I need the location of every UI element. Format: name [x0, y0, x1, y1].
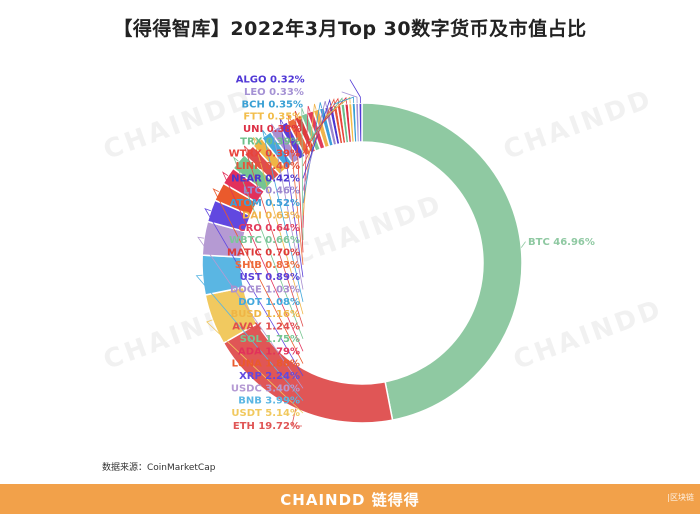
label-avax: AVAX 1.24%: [232, 322, 300, 333]
label-leo: LEO 0.33%: [244, 87, 304, 98]
label-trx: TRX 0.39%: [240, 136, 300, 147]
label-bnb: BNB 3.99%: [238, 396, 300, 407]
label-dot: DOT 1.08%: [238, 297, 300, 308]
label-busd: BUSD 1.16%: [231, 309, 300, 320]
slice-algo: [358, 102, 363, 143]
leader-line-matic: [294, 110, 304, 253]
label-ust: UST 0.89%: [240, 272, 300, 283]
label-luna: LUNA 1.88%: [232, 359, 300, 370]
leader-line-wbtc: [301, 108, 305, 241]
label-wbtc: WBTC 0.66%: [229, 235, 300, 246]
leader-line-bnb: [195, 274, 304, 401]
footer-brand: CHAINDD 链得得: [280, 490, 420, 509]
leader-line-dot: [262, 129, 304, 302]
data-source: 数据来源：CoinMarketCap: [102, 463, 216, 473]
leader-line-xrp: [204, 208, 304, 377]
label-usdc: USDC 3.40%: [231, 383, 300, 394]
label-xrp: XRP 2.24%: [239, 371, 300, 382]
leader-line-eth: [291, 408, 302, 427]
leader-line-shib: [287, 114, 304, 265]
leader-line-ada: [222, 171, 304, 352]
label-doge: DOGE 1.03%: [230, 285, 300, 296]
label-wtrx: WTRX 0.39%: [229, 149, 300, 160]
leader-line-ftt: [325, 96, 351, 117]
leader-line-dai: [302, 103, 317, 216]
label-sol: SOL 1.75%: [240, 334, 300, 345]
label-ltc: LTC 0.46%: [243, 186, 300, 197]
label-shib: SHIB 0.83%: [235, 260, 300, 271]
label-link: LINK 0.40%: [236, 161, 300, 172]
label-dai: DAI 0.63%: [242, 210, 300, 221]
leader-line-bch: [333, 96, 355, 105]
donut-chart: BTC 46.96% ETH 19.72% USDT 5.14%BNB 3.99% U…: [195, 75, 595, 432]
slice-btc: [361, 102, 523, 421]
leader-line-sol: [232, 156, 304, 340]
label-uni: UNI 0.38%: [243, 124, 301, 135]
leader-line-atom: [302, 102, 323, 204]
leader-line-ltc: [302, 101, 327, 191]
leader-line-leo: [341, 91, 358, 104]
leader-line-trx: [308, 97, 344, 142]
label-cro: CRO 0.64%: [238, 223, 300, 234]
leader-line-algo: [349, 79, 361, 104]
leader-line-cro: [302, 105, 311, 228]
leader-line-usdt: [206, 319, 304, 414]
leader-line-ust: [279, 118, 304, 278]
leader-line-doge: [271, 123, 304, 290]
leader-line-avax: [243, 145, 304, 327]
label-eth: ETH 19.72%: [233, 421, 300, 432]
label-algo: ALGO 0.32%: [236, 75, 305, 86]
leader-line-btc: [520, 241, 527, 248]
label-usdt: USDT 5.14%: [231, 408, 300, 419]
leader-line-near: [302, 98, 332, 179]
label-near: NEAR 0.42%: [231, 173, 300, 184]
label-bch: BCH 0.35%: [242, 99, 304, 110]
leader-line-luna: [212, 188, 304, 364]
leader-line-busd: [253, 137, 304, 315]
footer-bar: CHAINDD 链得得 |区块链: [0, 484, 700, 514]
label-ada: ADA 1.79%: [238, 346, 300, 357]
footer-note: |区块链: [667, 493, 694, 502]
leader-line-uni: [316, 96, 347, 130]
leader-line-usdc: [197, 236, 304, 389]
label-ftt: FTT 0.35%: [243, 112, 302, 123]
label-matic: MATIC 0.70%: [227, 247, 300, 258]
label-btc: BTC 46.96%: [528, 237, 595, 248]
chart-title: 【得得智库】2022年3月Top 30数字货币及市值占比: [113, 18, 587, 40]
label-atom: ATOM 0.52%: [230, 198, 300, 209]
